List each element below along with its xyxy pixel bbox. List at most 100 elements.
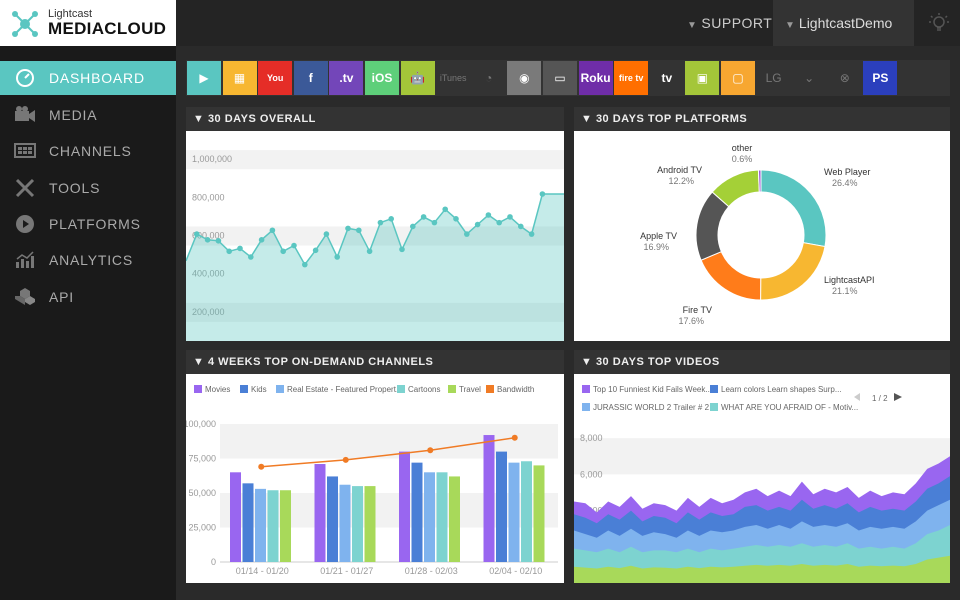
- bar: [327, 476, 338, 562]
- bar: [411, 462, 423, 562]
- legend-label: Movies: [205, 385, 230, 394]
- platform-xbox-icon[interactable]: ⊗: [839, 71, 850, 85]
- channels-bar-chart: Movies Kids Real Estate - Featured Propert…: [186, 374, 564, 583]
- bar: [508, 462, 520, 562]
- data-point: [356, 227, 362, 234]
- bar: [230, 472, 241, 562]
- nav-api[interactable]: API: [0, 280, 176, 314]
- platform-quicktime-icon[interactable]: ◔: [485, 71, 493, 85]
- legend-swatch: [194, 385, 202, 393]
- top-platforms-panel: ▼ 30 DAYS TOP PLATFORMS Web Player 26.4% L…: [574, 107, 950, 341]
- platform-itunes-icon[interactable]: iTunes: [439, 73, 467, 83]
- platform-roku-icon[interactable]: Roku: [578, 61, 613, 95]
- data-point: [334, 254, 340, 260]
- platform-airplay-icon[interactable]: ▭: [543, 61, 577, 95]
- platform-tv-icon[interactable]: .tv: [329, 61, 364, 95]
- sidebar: DASHBOARD MEDIA CHANNELS TOOLS PLATFORMS…: [0, 46, 176, 600]
- y-tick-label: 6,000: [580, 469, 603, 479]
- legend-label: Kids: [251, 385, 267, 394]
- data-point: [248, 254, 254, 260]
- bar: [483, 435, 495, 562]
- lightbulb-icon[interactable]: [928, 12, 950, 34]
- tools-icon: [15, 178, 35, 198]
- slice-value: 0.6%: [732, 154, 753, 164]
- nav-label: PLATFORMS: [49, 216, 141, 232]
- bar: [339, 484, 351, 562]
- platform-youtube-icon[interactable]: You Tube: [258, 61, 293, 117]
- slice-value: 21.1%: [832, 286, 858, 296]
- dashboard-icon: [16, 69, 34, 87]
- panel-title[interactable]: ▼ 30 DAYS TOP VIDEOS: [581, 356, 720, 368]
- videos-panel: ▼ 30 DAYS TOP VIDEOS Top 10 Funniest Kid…: [574, 350, 950, 583]
- molecule-logo-icon: [12, 11, 38, 37]
- data-point: [312, 247, 319, 254]
- platform-lg-icon[interactable]: LG: [765, 71, 782, 85]
- bar: [352, 486, 363, 562]
- panel-title[interactable]: ▼ 30 DAYS TOP PLATFORMS: [581, 113, 748, 125]
- nav-label: DASHBOARD: [49, 70, 145, 86]
- platform-appletv-icon[interactable]: tv: [649, 61, 684, 95]
- data-point: [528, 231, 535, 237]
- nav-analytics[interactable]: ANALYTICS: [0, 243, 176, 277]
- slice-label: other: [732, 143, 753, 153]
- bar: [280, 490, 291, 562]
- panel-title[interactable]: ▼ 30 DAYS OVERALL: [193, 113, 316, 125]
- platform-lightcast-api-icon[interactable]: ▦: [222, 61, 257, 95]
- platform-android-icon[interactable]: 🤖: [400, 61, 435, 95]
- nav-label: CHANNELS: [49, 143, 132, 159]
- y-tick-label: 100,000: [186, 419, 216, 429]
- bar: [399, 451, 410, 562]
- account-menu[interactable]: ▼ LightcastDemo: [773, 0, 914, 46]
- bar: [424, 472, 435, 562]
- nav-tools[interactable]: TOOLS: [0, 171, 176, 205]
- data-point: [431, 219, 438, 226]
- panel-title[interactable]: ▼ 4 WEEKS TOP ON-DEMAND CHANNELS: [193, 356, 434, 368]
- dropdown-triangle-icon: ▼: [785, 20, 795, 31]
- legend-label: Top 10 Funniest Kid Fails Week...: [593, 385, 712, 394]
- platforms-icon: [16, 215, 34, 233]
- pie-slice: [757, 169, 762, 193]
- platform-web-player-icon[interactable]: ▶: [187, 61, 221, 95]
- data-point: [204, 237, 211, 243]
- data-point: [442, 206, 449, 213]
- data-point: [399, 246, 405, 253]
- dropdown-triangle-icon: ▼: [687, 20, 698, 31]
- data-point: [302, 261, 308, 268]
- pie-slice: [700, 250, 762, 301]
- brand-logo[interactable]: Lightcast MEDIACLOUD: [0, 0, 176, 46]
- legend-label: WHAT ARE YOU AFRAID OF - Motiv...: [721, 403, 858, 412]
- next-page-icon[interactable]: [894, 393, 902, 401]
- bar: [449, 476, 460, 562]
- overall-panel: ▼ 30 DAYS OVERALL 1,000,000 800,000 600,00…: [186, 107, 564, 341]
- data-point: [496, 219, 503, 226]
- nav-media[interactable]: MEDIA: [0, 98, 176, 132]
- data-point: [474, 221, 481, 228]
- platform-facebook-icon[interactable]: f: [293, 61, 328, 95]
- bandwidth-point: [258, 463, 265, 470]
- y-tick-label: 400,000: [192, 269, 225, 279]
- nav-dashboard[interactable]: DASHBOARD: [0, 61, 176, 95]
- support-menu[interactable]: ▼ SUPPORT: [687, 15, 773, 31]
- platform-tivo-icon[interactable]: ⌄: [804, 71, 815, 85]
- pie-slice: [760, 242, 826, 301]
- prev-page-icon[interactable]: [854, 393, 860, 401]
- area-series: [574, 555, 950, 583]
- video-camera-icon: [15, 106, 35, 122]
- bar: [436, 472, 448, 562]
- nav-platforms[interactable]: PLATFORMS: [0, 207, 176, 241]
- platform-boxee-icon[interactable]: ▢: [721, 61, 755, 95]
- platform-playstation-icon[interactable]: PS: [863, 61, 898, 95]
- data-point: [280, 248, 286, 255]
- platform-ios-icon[interactable]: iOS: [365, 61, 399, 95]
- slice-label: LightcastAPI: [824, 275, 875, 285]
- bandwidth-point: [342, 456, 349, 463]
- platform-chrome-icon[interactable]: ◉: [507, 61, 542, 95]
- platform-firetv-icon[interactable]: fire tv: [614, 61, 649, 95]
- y-tick-label: 0: [211, 557, 216, 567]
- nav-channels[interactable]: CHANNELS: [0, 134, 176, 168]
- legend-label: Learn colors Learn shapes Surp...: [721, 385, 842, 394]
- bar: [533, 465, 545, 562]
- data-point: [226, 248, 232, 255]
- platform-androidtv-icon[interactable]: ▣: [685, 61, 720, 95]
